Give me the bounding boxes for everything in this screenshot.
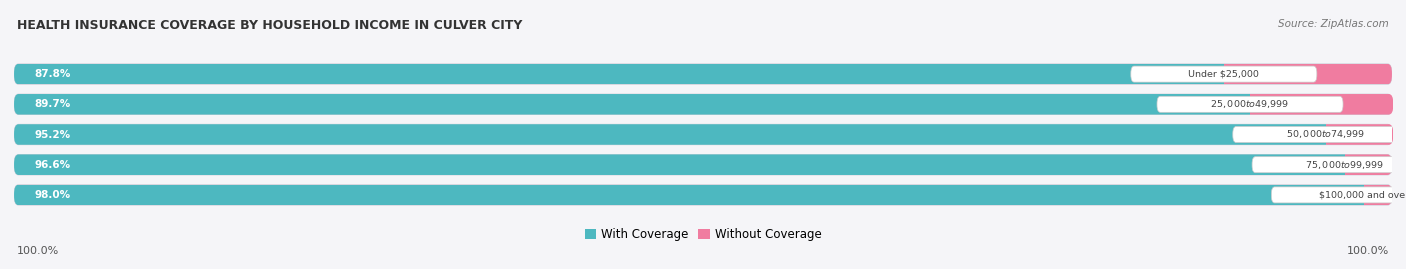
Text: Under $25,000: Under $25,000 — [1188, 70, 1260, 79]
FancyBboxPatch shape — [1219, 64, 1392, 84]
Text: $100,000 and over: $100,000 and over — [1319, 190, 1406, 199]
Text: $75,000 to $99,999: $75,000 to $99,999 — [1306, 159, 1385, 171]
FancyBboxPatch shape — [14, 154, 1350, 175]
Text: $50,000 to $74,999: $50,000 to $74,999 — [1286, 129, 1365, 140]
Text: 95.2%: 95.2% — [35, 129, 70, 140]
FancyBboxPatch shape — [14, 94, 1254, 115]
FancyBboxPatch shape — [1271, 187, 1406, 203]
FancyBboxPatch shape — [1322, 124, 1393, 145]
FancyBboxPatch shape — [14, 64, 1392, 84]
FancyBboxPatch shape — [14, 154, 1392, 175]
Text: 100.0%: 100.0% — [1347, 246, 1389, 256]
FancyBboxPatch shape — [14, 185, 1369, 205]
FancyBboxPatch shape — [1341, 154, 1392, 175]
FancyBboxPatch shape — [1253, 157, 1406, 173]
FancyBboxPatch shape — [1233, 126, 1406, 143]
Text: 100.0%: 100.0% — [17, 246, 59, 256]
FancyBboxPatch shape — [1246, 94, 1393, 115]
FancyBboxPatch shape — [14, 94, 1392, 115]
FancyBboxPatch shape — [1157, 96, 1343, 112]
FancyBboxPatch shape — [1360, 185, 1392, 205]
FancyBboxPatch shape — [14, 185, 1392, 205]
FancyBboxPatch shape — [14, 64, 1229, 84]
Legend: With Coverage, Without Coverage: With Coverage, Without Coverage — [579, 223, 827, 246]
FancyBboxPatch shape — [14, 124, 1392, 145]
Text: 96.6%: 96.6% — [35, 160, 70, 170]
Text: $25,000 to $49,999: $25,000 to $49,999 — [1211, 98, 1289, 110]
Text: HEALTH INSURANCE COVERAGE BY HOUSEHOLD INCOME IN CULVER CITY: HEALTH INSURANCE COVERAGE BY HOUSEHOLD I… — [17, 19, 522, 32]
Text: 98.0%: 98.0% — [35, 190, 70, 200]
FancyBboxPatch shape — [1130, 66, 1317, 82]
FancyBboxPatch shape — [14, 124, 1330, 145]
Text: 89.7%: 89.7% — [35, 99, 70, 109]
Text: 87.8%: 87.8% — [35, 69, 72, 79]
Text: Source: ZipAtlas.com: Source: ZipAtlas.com — [1278, 19, 1389, 29]
